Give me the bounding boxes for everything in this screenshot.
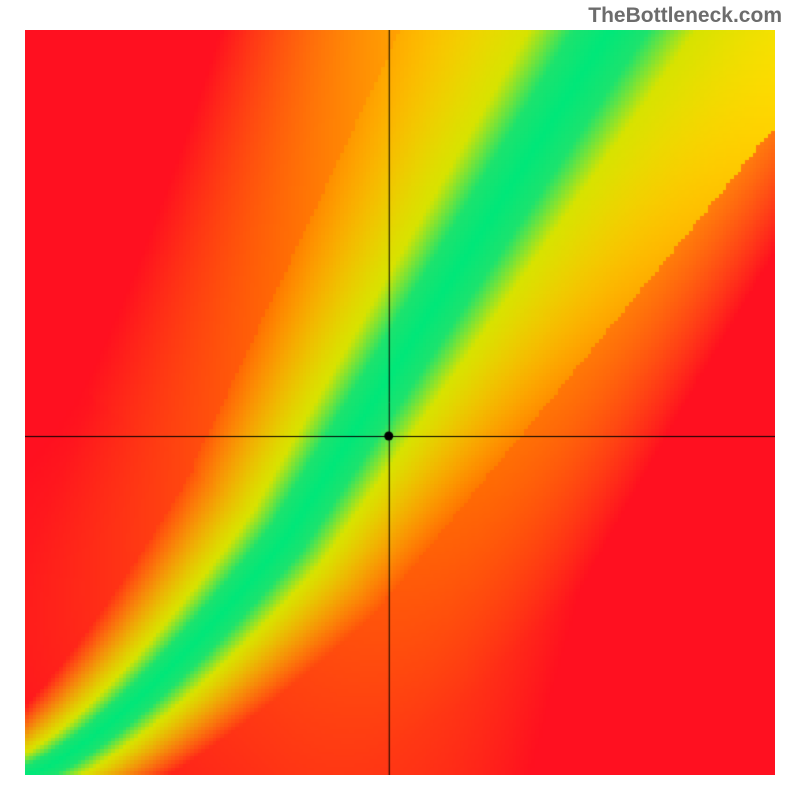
- heatmap-canvas: [25, 30, 775, 775]
- heatmap-plot: [25, 30, 775, 775]
- chart-container: TheBottleneck.com: [0, 0, 800, 800]
- watermark-text: TheBottleneck.com: [588, 4, 782, 28]
